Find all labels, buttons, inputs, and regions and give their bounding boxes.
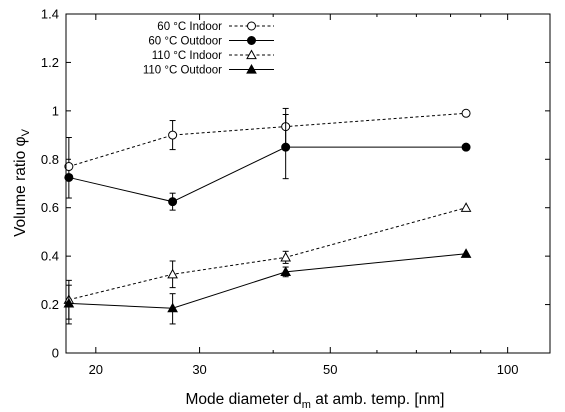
y-tick-label: 0.2 — [41, 297, 59, 312]
axes: 0 0.2 0.4 0.6 0.8 1 1.2 1.4 20 30 50 100 — [41, 7, 551, 377]
legend: 60 °C Indoor 60 °C Outdoor 110 °C Indoor 11… — [143, 21, 274, 77]
data-point — [64, 162, 74, 172]
y-tick-label: 1.4 — [41, 7, 59, 22]
series-line-3 — [68, 253, 467, 309]
legend-label: 60 °C Indoor — [157, 21, 222, 33]
y-tick-label: 1.2 — [41, 55, 59, 70]
data-point — [280, 251, 292, 262]
legend-label: 60 °C Outdoor — [148, 36, 222, 48]
data-point — [461, 142, 471, 152]
legend-marker — [246, 63, 257, 74]
y-tick-label: 0.8 — [41, 152, 59, 167]
legend-label: 110 °C Indoor — [152, 50, 222, 62]
plot-frame — [65, 13, 551, 354]
y-tick-label: 0.4 — [41, 249, 59, 264]
series-line-2 — [68, 207, 467, 301]
data-point — [461, 108, 471, 118]
legend-label: 110 °C Outdoor — [143, 65, 222, 77]
data-point — [167, 302, 178, 313]
x-tick-label: 100 — [497, 362, 519, 377]
data-point — [168, 197, 178, 207]
x-tick-label: 50 — [323, 362, 337, 377]
plot-area — [63, 107, 472, 325]
legend-marker — [247, 36, 256, 45]
data-point — [281, 142, 291, 152]
data-point — [167, 268, 178, 279]
x-tick-label: 20 — [89, 362, 103, 377]
series-line-1 — [68, 146, 467, 203]
data-point — [460, 248, 472, 258]
series-line-0 — [68, 112, 467, 168]
legend-marker — [247, 21, 256, 31]
data-point — [168, 130, 178, 140]
legend-marker — [246, 49, 257, 60]
data-point — [64, 172, 74, 182]
y-axis-title: Volume ratio φV — [12, 128, 32, 237]
y-tick-label: 0 — [52, 346, 59, 361]
data-point — [460, 202, 472, 212]
x-tick-label: 30 — [192, 362, 206, 377]
x-axis-title: Mode diameter dm at amb. temp. [nm] — [185, 391, 444, 411]
y-tick-label: 1 — [52, 103, 59, 118]
y-axis-title-subscript: V — [20, 128, 32, 136]
x-axis-title-subscript: m — [302, 399, 311, 411]
y-tick-label: 0.6 — [41, 200, 59, 215]
data-point — [280, 266, 292, 276]
